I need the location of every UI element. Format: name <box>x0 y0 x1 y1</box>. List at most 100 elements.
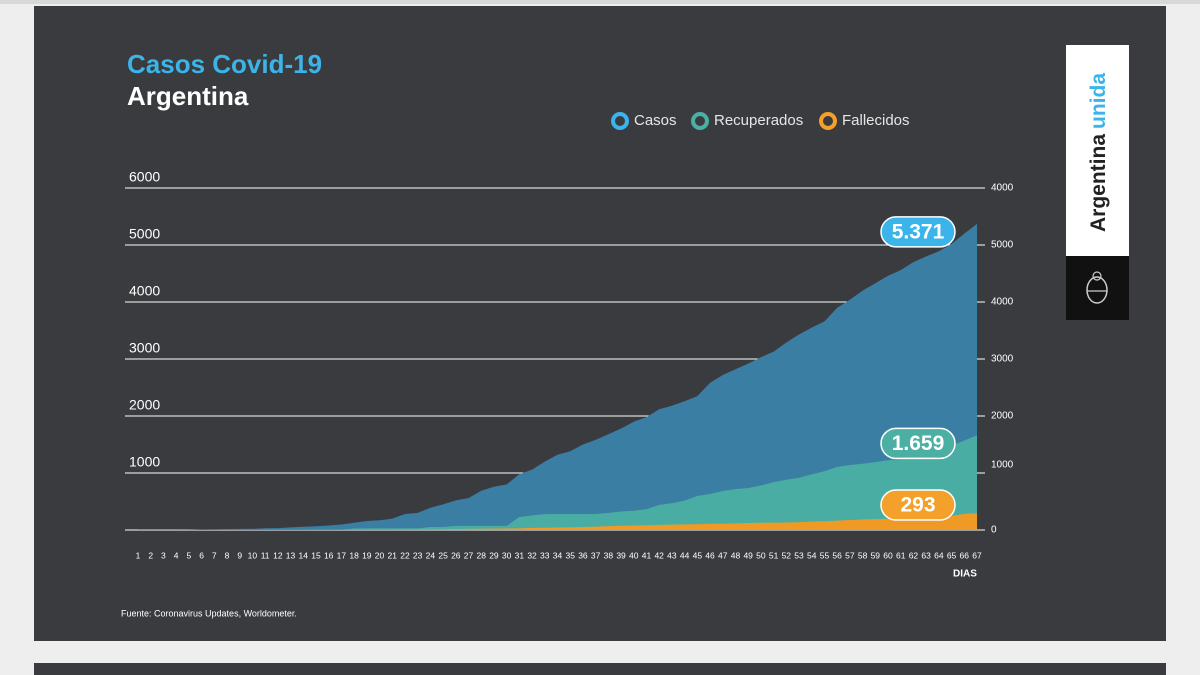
y-tick-label: 6000 <box>129 169 160 185</box>
y-tick-label: 2000 <box>129 397 160 413</box>
x-tick-label: 14 <box>299 550 309 560</box>
x-tick-label: 44 <box>680 550 690 560</box>
x-tick-label: 7 <box>212 550 217 560</box>
x-tick-label: 63 <box>921 550 931 560</box>
x-tick-label: 46 <box>705 550 715 560</box>
x-tick-label: 20 <box>375 550 385 560</box>
x-tick-label: 55 <box>820 550 830 560</box>
right-axis-label: 0 <box>991 525 997 536</box>
y-tick-label: 3000 <box>129 340 160 356</box>
value-label: 293 <box>900 494 935 517</box>
top-bar <box>0 0 1200 4</box>
brand: Argentina unida <box>1066 45 1129 320</box>
brand-word: Argentina <box>1087 134 1110 232</box>
x-tick-label: 48 <box>731 550 741 560</box>
x-tick-label: 11 <box>261 550 270 560</box>
x-tick-label: 31 <box>515 550 525 560</box>
x-tick-label: 15 <box>311 550 321 560</box>
x-tick-label: 24 <box>426 550 436 560</box>
x-tick-label: 10 <box>248 550 258 560</box>
x-tick-label: 9 <box>237 550 242 560</box>
y-tick-label: 1000 <box>129 454 160 470</box>
x-tick-label: 13 <box>286 550 296 560</box>
x-tick-label: 61 <box>896 550 906 560</box>
y-tick-label: 5000 <box>129 226 160 242</box>
x-tick-label: 39 <box>616 550 626 560</box>
x-tick-label: 47 <box>718 550 728 560</box>
x-tick-label: 38 <box>604 550 614 560</box>
x-tick-label: 42 <box>654 550 664 560</box>
x-tick-label: 45 <box>693 550 703 560</box>
x-tick-label: 66 <box>960 550 970 560</box>
value-label: 1.659 <box>892 432 945 455</box>
x-tick-label: 28 <box>476 550 486 560</box>
value-pill <box>880 216 956 248</box>
x-tick-label: 12 <box>273 550 283 560</box>
x-tick-label: 3 <box>161 550 166 560</box>
x-tick-label: 18 <box>349 550 359 560</box>
x-tick-label: 32 <box>527 550 537 560</box>
brand-word: unida <box>1087 73 1110 129</box>
x-tick-label: 37 <box>591 550 601 560</box>
right-axis-label: 2000 <box>991 411 1014 422</box>
brand-box <box>1066 45 1129 256</box>
x-tick-label: 57 <box>845 550 855 560</box>
x-tick-label: 25 <box>438 550 448 560</box>
x-tick-label: 60 <box>883 550 893 560</box>
x-tick-label: 30 <box>502 550 512 560</box>
x-tick-label: 35 <box>565 550 575 560</box>
source: Fuente: Coronavirus Updates, Worldometer… <box>121 608 297 618</box>
x-tick-label: 33 <box>540 550 550 560</box>
x-tick-label: 29 <box>489 550 499 560</box>
area <box>138 513 977 530</box>
area <box>138 223 977 530</box>
legend-marker <box>611 112 629 130</box>
x-tick-label: 59 <box>871 550 881 560</box>
x-tick-label: 58 <box>858 550 868 560</box>
x-tick-label: 4 <box>174 550 179 560</box>
value-pill <box>880 489 956 521</box>
x-tick-label: 26 <box>451 550 461 560</box>
x-tick-label: 40 <box>629 550 639 560</box>
y-tick-label: 4000 <box>129 283 160 299</box>
x-tick-label: 17 <box>337 550 347 560</box>
x-tick-label: 54 <box>807 550 817 560</box>
x-tick-label: 19 <box>362 550 372 560</box>
brand-text: Argentina unida <box>1087 73 1110 232</box>
x-tick-label: 56 <box>832 550 842 560</box>
x-tick-label: 6 <box>199 550 204 560</box>
right-axis-label: 4000 <box>991 297 1014 308</box>
x-tick-label: 27 <box>464 550 474 560</box>
area <box>138 435 977 530</box>
x-tick-label: 67 <box>972 550 982 560</box>
x-tick-label: 34 <box>553 550 563 560</box>
x-tick-label: 51 <box>769 550 779 560</box>
emblem <box>1086 276 1108 304</box>
x-tick-label: 50 <box>756 550 766 560</box>
x-tick-label: 16 <box>324 550 334 560</box>
brand-emblem-box <box>1066 256 1129 320</box>
x-tick-label: 52 <box>782 550 792 560</box>
right-axis-label: 3000 <box>991 354 1014 365</box>
legend-marker <box>691 112 709 130</box>
x-tick-label: 2 <box>148 550 153 560</box>
legend-label: Recuperados <box>714 112 803 129</box>
right-axis-label: 1000 <box>991 460 1014 471</box>
x-axis-label: DIAS <box>953 569 977 580</box>
value-pill <box>880 427 956 460</box>
x-tick-label: 53 <box>794 550 804 560</box>
right-axis-label: 5000 <box>991 240 1014 251</box>
x-tick-label: 8 <box>225 550 230 560</box>
x-tick-label: 41 <box>642 550 652 560</box>
value-label: 5.371 <box>892 220 945 243</box>
next-panel <box>34 663 1166 675</box>
x-tick-label: 5 <box>186 550 191 560</box>
emblem-sun <box>1092 271 1102 281</box>
right-axis-label: 4000 <box>991 183 1014 194</box>
x-tick-label: 22 <box>400 550 410 560</box>
legend-label: Casos <box>634 112 677 129</box>
x-tick-label: 36 <box>578 550 588 560</box>
x-tick-label: 62 <box>909 550 919 560</box>
chart-title: Casos Covid-19 <box>127 49 322 79</box>
x-tick-label: 64 <box>934 550 944 560</box>
